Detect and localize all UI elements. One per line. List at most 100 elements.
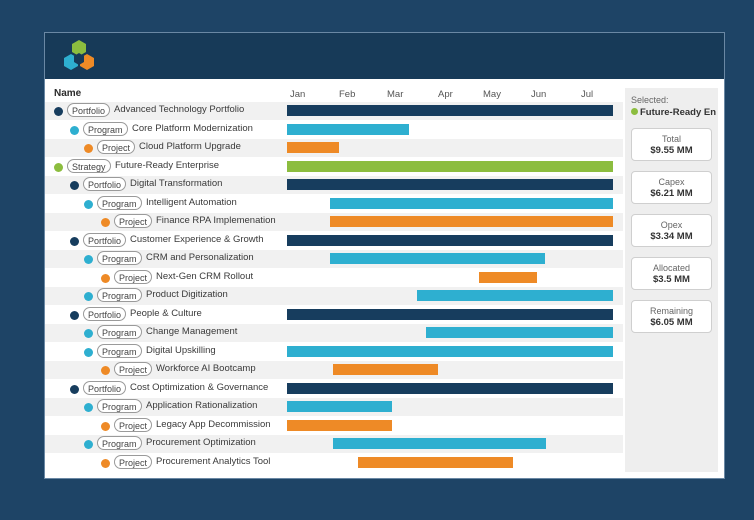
type-tag: Portfolio (67, 103, 111, 117)
row-name[interactable]: Customer Experience & Growth (130, 233, 264, 245)
gantt-row[interactable]: Portfolio Digital Transformation (45, 176, 623, 194)
gantt-row[interactable]: Program Change Management (45, 324, 623, 342)
gantt-bar[interactable] (287, 179, 614, 190)
project-dot-icon (101, 366, 110, 375)
row-name[interactable]: Product Digitization (146, 289, 228, 300)
portfolio-dot-icon (54, 107, 63, 116)
gantt-row[interactable]: Program Digital Upskilling (45, 343, 623, 361)
gantt-bar[interactable] (287, 345, 614, 357)
row-name[interactable]: Change Management (146, 326, 238, 337)
type-tag: Program (97, 399, 142, 413)
gantt-bar[interactable] (287, 308, 614, 320)
gantt-row[interactable]: Project Cloud Platform Upgrade (45, 139, 623, 157)
type-tag: Program (97, 325, 142, 339)
top-bar (45, 33, 724, 79)
gantt-row[interactable]: Project Legacy App Decommission (45, 417, 623, 435)
gantt-bar[interactable] (330, 216, 614, 227)
gantt-row[interactable]: Project Procurement Analytics Tool (45, 454, 623, 472)
card-value: $3.5 MM (653, 274, 690, 285)
gantt-bar[interactable] (479, 271, 537, 283)
row-name[interactable]: CRM and Personalization (146, 252, 254, 263)
gantt-bar[interactable] (287, 382, 614, 394)
month-label: Feb (339, 89, 356, 100)
gantt-row[interactable]: Portfolio Customer Experience & Growth (45, 232, 623, 250)
gantt-bar[interactable] (330, 253, 545, 264)
summary-panel: Selected: Future-Ready En Total $9.55 MM C… (625, 88, 718, 472)
type-tag: Project (114, 214, 153, 228)
card-label: Total (661, 134, 681, 144)
card-value: $3.34 MM (650, 231, 693, 242)
card-label: Allocated (652, 263, 691, 273)
row-name[interactable]: Legacy App Decommission (156, 418, 271, 430)
row-name[interactable]: Procurement Optimization (146, 437, 256, 448)
month-label: Apr (438, 89, 453, 100)
gantt-row[interactable]: Program Procurement Optimization (45, 435, 623, 453)
row-name[interactable]: Digital Upskilling (146, 344, 216, 356)
type-tag: Portfolio (83, 232, 127, 247)
program-dot-icon (84, 255, 93, 264)
gantt-bar[interactable] (426, 327, 614, 338)
gantt-row[interactable]: Program Core Platform Modernization (45, 121, 623, 139)
app-logo-icon (64, 40, 94, 70)
app-window: Name Jan Feb Mar Apr May Jun Jul Portfolio Adva… (44, 32, 725, 479)
gantt-bar[interactable] (332, 364, 439, 375)
month-label: Jun (531, 89, 547, 100)
gantt-row[interactable]: Program Application Rationalization (45, 398, 623, 416)
row-name[interactable]: Digital Transformation (130, 178, 223, 189)
type-tag: Project (97, 140, 136, 154)
card-value: $6.21 MM (650, 188, 693, 199)
type-tag: Portfolio (83, 177, 127, 191)
gantt-bar[interactable] (287, 142, 339, 153)
summary-card: Opex $3.34 MM (631, 214, 712, 247)
summary-card: Total $9.55 MM (631, 128, 712, 161)
row-name[interactable]: Core Platform Modernization (132, 122, 253, 134)
type-tag: Program (83, 121, 128, 136)
summary-card: Allocated $3.5 MM (631, 257, 712, 290)
gantt-bar[interactable] (358, 456, 513, 468)
card-value: $6.05 MM (650, 317, 693, 328)
row-name[interactable]: Workforce AI Bootcamp (156, 363, 256, 374)
gantt-row[interactable]: Program Intelligent Automation (45, 195, 623, 213)
row-name[interactable]: Application Rationalization (146, 400, 258, 411)
portfolio-dot-icon (70, 384, 79, 394)
gantt-bar[interactable] (287, 160, 614, 172)
selected-value: Future-Ready En (631, 107, 718, 118)
program-dot-icon (70, 125, 79, 135)
program-dot-icon (84, 199, 93, 209)
month-label: Jul (581, 89, 594, 100)
gantt-row[interactable]: Portfolio Advanced Technology Portfolio (45, 102, 623, 120)
portfolio-dot-icon (70, 236, 79, 246)
gantt-row[interactable]: Program Product Digitization (45, 287, 623, 305)
row-name[interactable]: People & Culture (130, 307, 202, 319)
summary-card: Remaining $6.05 MM (631, 300, 712, 333)
gantt-bar[interactable] (416, 290, 614, 301)
row-name[interactable]: Advanced Technology Portfolio (114, 104, 245, 115)
month-label: May (483, 89, 501, 100)
gantt-row[interactable]: Project Finance RPA Implemenation (45, 213, 623, 231)
type-tag: Program (97, 195, 142, 210)
gantt-bar[interactable] (287, 234, 614, 246)
gantt-bar[interactable] (287, 105, 614, 116)
gantt-bar[interactable] (287, 419, 392, 431)
row-name[interactable]: Finance RPA Implemenation (156, 215, 276, 226)
row-name[interactable]: Next-Gen CRM Rollout (156, 270, 254, 282)
gantt-bar[interactable] (287, 401, 392, 412)
gantt-row[interactable]: Program CRM and Personalization (45, 250, 623, 268)
gantt-row[interactable]: Portfolio Cost Optimization & Governance (45, 380, 623, 398)
type-tag: Program (97, 343, 142, 358)
gantt-row[interactable]: Portfolio People & Culture (45, 306, 623, 324)
gantt-bar[interactable] (332, 438, 547, 449)
row-name[interactable]: Future-Ready Enterprise (115, 159, 220, 171)
gantt-bar[interactable] (330, 197, 614, 209)
row-name[interactable]: Cloud Platform Upgrade (139, 141, 241, 152)
gantt-bar[interactable] (287, 123, 409, 135)
card-label: Capex (658, 177, 685, 187)
gantt-row[interactable]: Project Workforce AI Bootcamp (45, 361, 623, 379)
name-column-header[interactable]: Name (54, 88, 82, 99)
gantt-row[interactable]: Strategy Future-Ready Enterprise (45, 158, 623, 176)
row-name[interactable]: Procurement Analytics Tool (156, 455, 271, 467)
project-dot-icon (101, 218, 110, 227)
gantt-row[interactable]: Project Next-Gen CRM Rollout (45, 269, 623, 287)
row-name[interactable]: Intelligent Automation (146, 196, 237, 208)
row-name[interactable]: Cost Optimization & Governance (130, 381, 269, 393)
